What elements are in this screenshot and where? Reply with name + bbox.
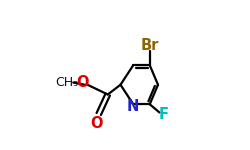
Text: O: O — [76, 75, 88, 90]
Text: CH₃: CH₃ — [56, 76, 79, 89]
Text: O: O — [90, 116, 103, 131]
Text: Br: Br — [140, 38, 159, 52]
Text: N: N — [127, 99, 140, 114]
Text: F: F — [158, 107, 168, 122]
